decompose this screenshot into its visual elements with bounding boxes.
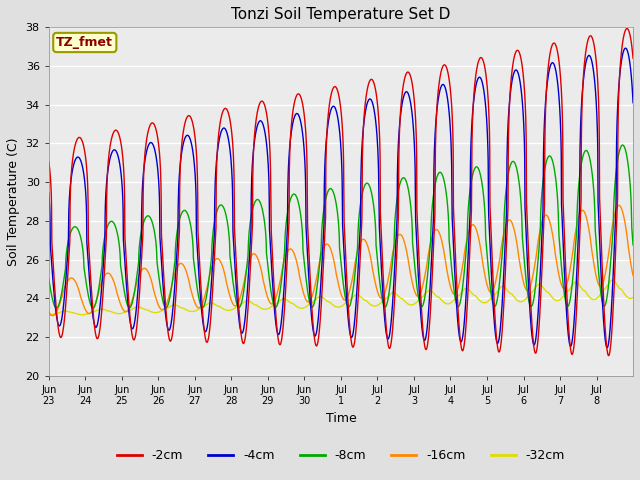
-16cm	[376, 295, 384, 300]
-16cm	[615, 203, 623, 208]
-32cm	[376, 300, 384, 306]
-2cm	[229, 149, 237, 155]
-4cm	[621, 46, 628, 51]
-32cm	[45, 313, 52, 319]
-8cm	[629, 242, 637, 248]
-4cm	[103, 174, 111, 180]
-32cm	[229, 306, 237, 312]
-2cm	[45, 159, 52, 165]
-4cm	[604, 345, 611, 350]
-8cm	[550, 165, 558, 171]
-8cm	[230, 282, 237, 288]
-32cm	[103, 308, 111, 313]
-16cm	[550, 242, 558, 248]
Line: -4cm: -4cm	[49, 48, 633, 348]
-8cm	[45, 276, 52, 282]
X-axis label: Time: Time	[326, 412, 356, 425]
-16cm	[621, 221, 629, 227]
-4cm	[621, 45, 629, 51]
-2cm	[629, 55, 637, 61]
-16cm	[230, 302, 237, 308]
Y-axis label: Soil Temperature (C): Soil Temperature (C)	[7, 137, 20, 266]
Legend: -2cm, -4cm, -8cm, -16cm, -32cm: -2cm, -4cm, -8cm, -16cm, -32cm	[112, 444, 570, 467]
-16cm	[517, 268, 525, 274]
-4cm	[629, 100, 637, 106]
-32cm	[629, 295, 637, 300]
-2cm	[517, 56, 525, 61]
-8cm	[52, 305, 60, 311]
-2cm	[103, 177, 111, 183]
-32cm	[517, 299, 525, 305]
-32cm	[609, 277, 616, 283]
Line: -32cm: -32cm	[49, 280, 633, 316]
-2cm	[376, 156, 384, 161]
-8cm	[619, 142, 627, 148]
-16cm	[629, 273, 637, 278]
-16cm	[49, 312, 56, 318]
-4cm	[517, 85, 525, 91]
-4cm	[45, 190, 52, 196]
Text: TZ_fmet: TZ_fmet	[56, 36, 113, 49]
-2cm	[605, 353, 612, 359]
-8cm	[104, 224, 111, 229]
Line: -8cm: -8cm	[49, 145, 633, 308]
-2cm	[621, 29, 628, 35]
-4cm	[376, 240, 384, 246]
Line: -2cm: -2cm	[49, 28, 633, 356]
-32cm	[621, 292, 628, 298]
-2cm	[623, 25, 631, 31]
Title: Tonzi Soil Temperature Set D: Tonzi Soil Temperature Set D	[231, 7, 451, 22]
-8cm	[621, 146, 629, 152]
-2cm	[550, 40, 557, 46]
-4cm	[229, 234, 237, 240]
-32cm	[550, 296, 557, 302]
-8cm	[517, 202, 525, 208]
-16cm	[104, 270, 111, 276]
Line: -16cm: -16cm	[49, 205, 633, 315]
-16cm	[45, 309, 52, 315]
-8cm	[376, 284, 384, 290]
-4cm	[550, 61, 557, 67]
